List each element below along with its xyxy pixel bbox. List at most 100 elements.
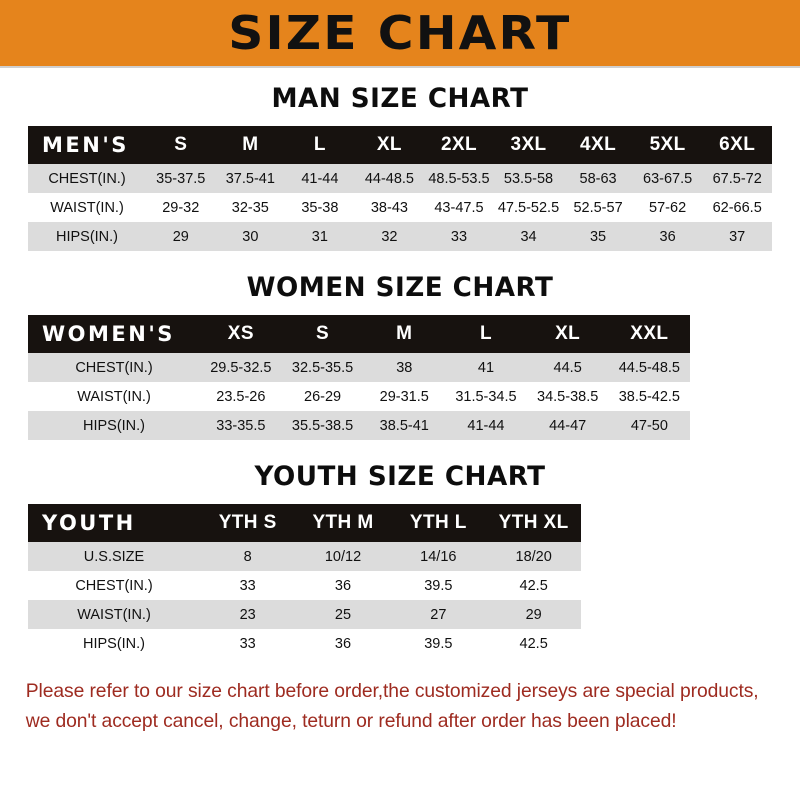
youth-measurement-cell: 33 bbox=[200, 629, 296, 658]
youth-row-spacer-cell bbox=[676, 629, 772, 658]
women-measurement-cell: 35.5-38.5 bbox=[281, 411, 364, 440]
youth-measurement-cell: 33 bbox=[200, 571, 296, 600]
youth-corner-label: YOUTH bbox=[28, 504, 200, 542]
order-policy-note: Please refer to our size chart before or… bbox=[26, 676, 774, 736]
women-measurement-cell: 29.5-32.5 bbox=[200, 353, 282, 382]
men-measurement-cell: 35-37.5 bbox=[146, 164, 216, 193]
men-column-header: S bbox=[146, 126, 216, 164]
men-measurement-cell: 37.5-41 bbox=[215, 164, 286, 193]
men-row-label: HIPS(IN.) bbox=[28, 222, 146, 251]
youth-measurement-cell: 39.5 bbox=[390, 571, 486, 600]
women-measurement-cell: 38.5-42.5 bbox=[608, 382, 691, 411]
spacer-after-banner bbox=[0, 68, 800, 84]
women-row-spacer-cell bbox=[690, 411, 772, 440]
men-measurement-cell: 41-44 bbox=[285, 164, 355, 193]
women-row-label: CHEST(IN.) bbox=[28, 353, 200, 382]
women-measurement-cell: 31.5-34.5 bbox=[445, 382, 527, 411]
youth-measurement-cell: 39.5 bbox=[390, 629, 486, 658]
men-measurement-cell: 47.5-52.5 bbox=[493, 193, 564, 222]
youth-header-spacer-cell bbox=[581, 504, 677, 542]
women-column-header: M bbox=[363, 315, 446, 353]
youth-row-spacer-cell bbox=[581, 629, 677, 658]
men-measurement-cell: 57-62 bbox=[632, 193, 703, 222]
men-measurement-cell: 31 bbox=[285, 222, 355, 251]
women-measurement-cell: 41 bbox=[445, 353, 527, 382]
table-row: WAIST(IN.) 23 25 27 29 bbox=[28, 600, 772, 629]
order-policy-note-line1: Please refer to our size chart before or… bbox=[25, 680, 759, 702]
men-column-header: 6XL bbox=[702, 126, 772, 164]
youth-row-label: HIPS(IN.) bbox=[28, 629, 200, 658]
men-measurement-cell: 29 bbox=[146, 222, 216, 251]
men-size-table: MEN'S S M L XL 2XL 3XL 4XL 5XL 6XL CHEST(IN.) 35-37… bbox=[28, 126, 772, 251]
men-measurement-cell: 36 bbox=[632, 222, 703, 251]
women-measurement-cell: 44.5-48.5 bbox=[608, 353, 691, 382]
youth-measurement-cell: 36 bbox=[295, 629, 391, 658]
men-measurement-cell: 33 bbox=[424, 222, 494, 251]
men-corner-label: MEN'S bbox=[28, 126, 146, 164]
men-column-header: 5XL bbox=[632, 126, 703, 164]
youth-measurement-cell: 8 bbox=[200, 542, 296, 571]
women-header-spacer-cell bbox=[690, 315, 772, 353]
women-header-row: WOMEN'S XS S M L XL XXL bbox=[28, 315, 772, 353]
youth-section-title: YOUTH SIZE CHART bbox=[254, 461, 546, 492]
men-measurement-cell: 52.5-57 bbox=[563, 193, 633, 222]
women-measurement-cell: 44.5 bbox=[526, 353, 609, 382]
men-measurement-cell: 43-47.5 bbox=[424, 193, 494, 222]
women-column-header: L bbox=[445, 315, 527, 353]
youth-row-label: CHEST(IN.) bbox=[28, 571, 200, 600]
table-row: U.S.SIZE 8 10/12 14/16 18/20 bbox=[28, 542, 772, 571]
women-column-header: XS bbox=[200, 315, 282, 353]
youth-row-label: WAIST(IN.) bbox=[28, 600, 200, 629]
youth-row-spacer-cell bbox=[581, 542, 677, 571]
youth-row-spacer-cell bbox=[676, 571, 772, 600]
table-row: WAIST(IN.) 23.5-26 26-29 29-31.5 31.5-34.5 34… bbox=[28, 382, 772, 411]
men-column-header: 4XL bbox=[563, 126, 633, 164]
women-measurement-cell: 41-44 bbox=[445, 411, 527, 440]
youth-measurement-cell: 18/20 bbox=[485, 542, 582, 571]
youth-row-spacer-cell bbox=[676, 542, 772, 571]
women-measurement-cell: 26-29 bbox=[281, 382, 364, 411]
men-row-label: WAIST(IN.) bbox=[28, 193, 146, 222]
men-measurement-cell: 34 bbox=[493, 222, 564, 251]
women-row-spacer-cell bbox=[690, 382, 772, 411]
men-measurement-cell: 35-38 bbox=[285, 193, 355, 222]
women-column-header: XXL bbox=[608, 315, 691, 353]
youth-row-spacer-cell bbox=[581, 600, 677, 629]
youth-measurement-cell: 10/12 bbox=[295, 542, 391, 571]
men-column-header: XL bbox=[354, 126, 425, 164]
table-row: CHEST(IN.) 29.5-32.5 32.5-35.5 38 41 44.5 44.5… bbox=[28, 353, 772, 382]
table-row: HIPS(IN.) 29 30 31 32 33 34 35 36 37 bbox=[28, 222, 772, 251]
women-section-title: WOMEN SIZE CHART bbox=[246, 272, 554, 303]
women-size-table: WOMEN'S XS S M L XL XXL CHEST(IN.) 29.5-32.5 32.5… bbox=[28, 315, 772, 440]
youth-measurement-cell: 36 bbox=[295, 571, 391, 600]
men-column-header: L bbox=[285, 126, 355, 164]
women-measurement-cell: 47-50 bbox=[608, 411, 691, 440]
spacer-after-men bbox=[0, 251, 800, 273]
youth-measurement-cell: 42.5 bbox=[485, 629, 582, 658]
spacer-men-title bbox=[0, 114, 800, 126]
men-measurement-cell: 58-63 bbox=[563, 164, 633, 193]
women-measurement-cell: 29-31.5 bbox=[363, 382, 446, 411]
men-measurement-cell: 63-67.5 bbox=[632, 164, 703, 193]
spacer-women-title bbox=[0, 303, 800, 315]
women-measurement-cell: 33-35.5 bbox=[200, 411, 282, 440]
youth-measurement-cell: 23 bbox=[200, 600, 296, 629]
men-measurement-cell: 53.5-58 bbox=[493, 164, 564, 193]
spacer-youth-title bbox=[0, 492, 800, 504]
men-measurement-cell: 35 bbox=[563, 222, 633, 251]
page-title: SIZE CHART bbox=[228, 6, 572, 60]
table-row: WAIST(IN.) 29-32 32-35 35-38 38-43 43-47.5 47.… bbox=[28, 193, 772, 222]
men-measurement-cell: 29-32 bbox=[146, 193, 216, 222]
youth-header-row: YOUTH YTH S YTH M YTH L YTH XL bbox=[28, 504, 772, 542]
women-column-header: XL bbox=[526, 315, 609, 353]
men-column-header: 2XL bbox=[424, 126, 494, 164]
order-policy-note-line2: we don't accept cancel, change, teturn o… bbox=[25, 710, 677, 732]
youth-column-header: YTH L bbox=[390, 504, 486, 542]
women-measurement-cell: 32.5-35.5 bbox=[281, 353, 364, 382]
men-measurement-cell: 37 bbox=[702, 222, 772, 251]
youth-row-spacer-cell bbox=[581, 571, 677, 600]
women-measurement-cell: 38 bbox=[363, 353, 446, 382]
women-row-spacer-cell bbox=[690, 353, 772, 382]
men-table-wrap: MEN'S S M L XL 2XL 3XL 4XL 5XL 6XL CHEST(IN.) 35-37… bbox=[28, 126, 772, 251]
